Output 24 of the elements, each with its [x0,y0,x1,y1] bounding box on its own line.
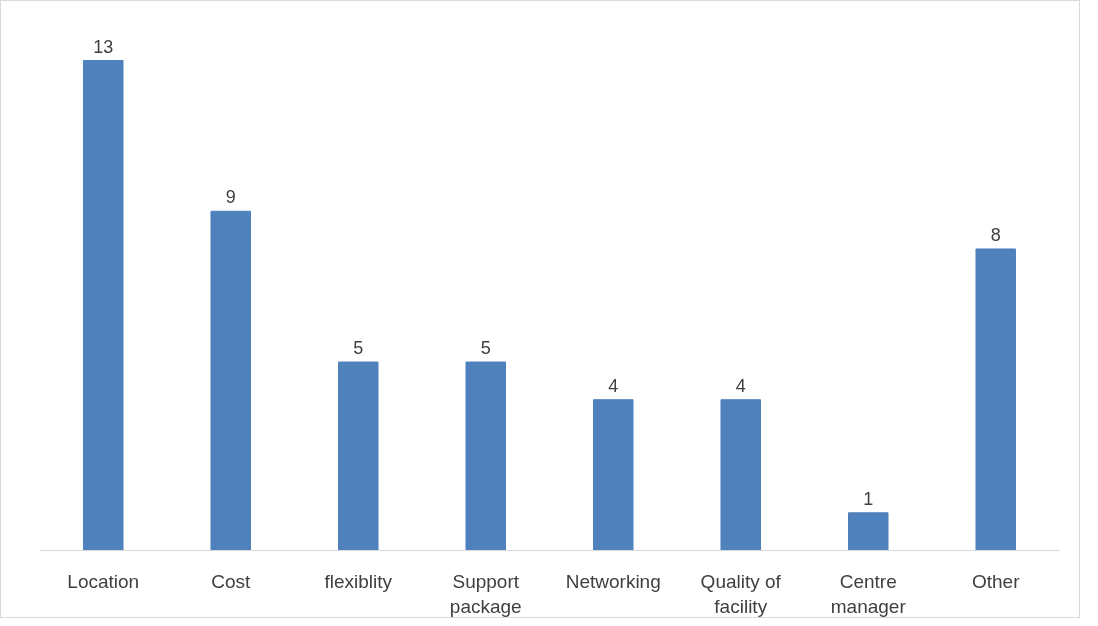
data-label: 4 [735,375,746,396]
x-tick-label: flexiblity [324,570,393,592]
bar [720,399,762,551]
bar [337,361,379,551]
data-label: 4 [608,375,619,396]
data-label: 1 [863,488,874,509]
x-tick-label: Cost [211,570,251,592]
bar [592,399,634,551]
bar [465,361,507,551]
data-label: 5 [353,338,364,359]
data-label: 8 [990,224,1001,245]
data-label: 5 [480,338,491,359]
data-label: 9 [225,187,236,208]
bar [847,512,889,551]
bar [210,210,252,551]
x-tick-label: Location [67,570,140,592]
x-tick-label: Networking [565,570,661,592]
x-tick-label: Support package [449,570,522,617]
x-tick-label: Centre manager [830,570,907,617]
x-tick-label: Quality of facility [700,570,782,617]
data-label: 13 [93,36,114,57]
x-tick-label: Other [971,570,1021,592]
bar [975,248,1017,551]
bar [82,60,124,551]
